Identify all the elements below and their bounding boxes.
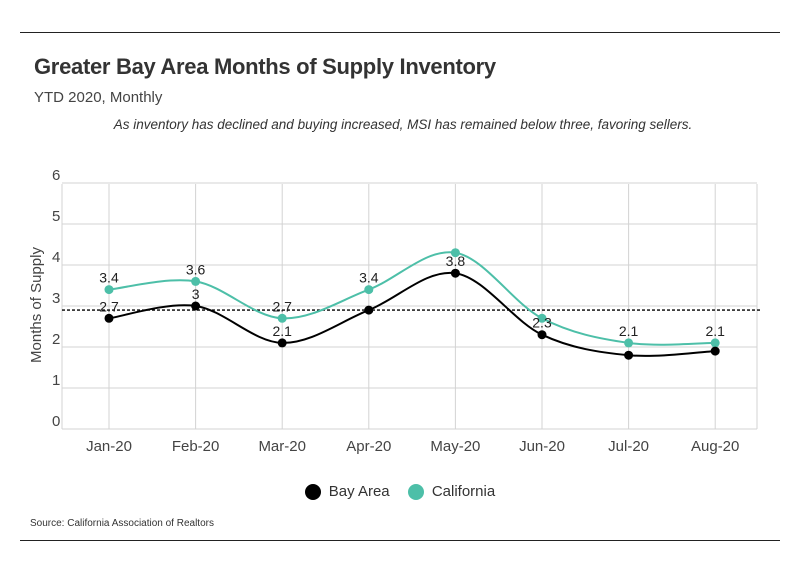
bottom-rule [20, 540, 780, 541]
x-tick-label-2: Mar-20 [258, 438, 306, 455]
series-line-bay-area [108, 271, 716, 357]
data-label-california-7: 2.1 [705, 323, 725, 339]
legend-swatch-bay-area [304, 483, 321, 500]
data-label-bay-area-4: 3.8 [446, 253, 466, 269]
point-california-2 [277, 313, 287, 323]
y-tick-label-2: 2 [52, 331, 60, 348]
legend-label-bay-area: Bay Area [328, 483, 390, 500]
point-california-7 [710, 338, 720, 348]
data-label-california-6: 2.1 [619, 323, 639, 339]
chart-subtitle: YTD 2020, Monthly [34, 89, 163, 106]
y-tick-label-0: 0 [52, 413, 60, 430]
data-label-california-2: 2.7 [272, 298, 292, 314]
point-bay-area-1 [191, 301, 201, 311]
data-label-california-1: 3.6 [186, 261, 206, 277]
point-bay-area-5 [537, 330, 547, 340]
point-california-1 [191, 276, 201, 286]
legend-swatch-california [407, 483, 424, 500]
y-tick-label-4: 4 [52, 249, 60, 266]
data-label-california-0: 3.4 [99, 270, 119, 286]
data-label-bay-area-2: 2.1 [272, 323, 292, 339]
series-line-california [108, 251, 716, 346]
point-california-6 [624, 338, 634, 348]
chart-title: Greater Bay Area Months of Supply Invent… [34, 54, 496, 79]
data-label-bay-area-1: 3 [192, 286, 200, 302]
point-california-0 [104, 285, 114, 295]
x-tick-label-6: Jul-20 [608, 438, 649, 455]
legend: Bay Area California [0, 483, 800, 504]
source-note: Source: California Association of Realto… [30, 518, 214, 529]
y-tick-label-3: 3 [52, 290, 60, 307]
legend-item-bay-area: Bay Area [304, 483, 390, 500]
y-tick-label-1: 1 [52, 372, 60, 389]
point-california-3 [364, 285, 374, 295]
legend-item-california: California [407, 483, 496, 500]
y-axis-title: Months of Supply [28, 247, 45, 363]
x-tick-label-0: Jan-20 [86, 438, 132, 455]
data-label-california-3: 3.4 [359, 270, 379, 286]
point-california-5 [537, 313, 547, 323]
x-tick-label-1: Feb-20 [172, 438, 220, 455]
x-tick-label-3: Apr-20 [346, 438, 391, 455]
legend-label-california: California [431, 483, 496, 500]
point-bay-area-4 [450, 268, 460, 278]
y-tick-label-6: 6 [52, 167, 60, 184]
x-tick-label-5: Jun-20 [519, 438, 565, 455]
point-california-4 [450, 248, 460, 258]
point-bay-area-7 [710, 346, 720, 356]
top-rule [20, 32, 780, 33]
x-tick-label-4: May-20 [430, 438, 480, 455]
point-bay-area-6 [624, 350, 634, 360]
y-tick-label-5: 5 [52, 208, 60, 225]
point-bay-area-3 [364, 305, 374, 315]
point-bay-area-2 [277, 338, 287, 348]
chart-annotation: As inventory has declined and buying inc… [113, 117, 693, 132]
data-label-bay-area-5: 2.3 [532, 315, 552, 331]
x-tick-label-7: Aug-20 [691, 438, 739, 455]
data-label-bay-area-0: 2.7 [99, 298, 119, 314]
point-bay-area-0 [104, 313, 114, 323]
